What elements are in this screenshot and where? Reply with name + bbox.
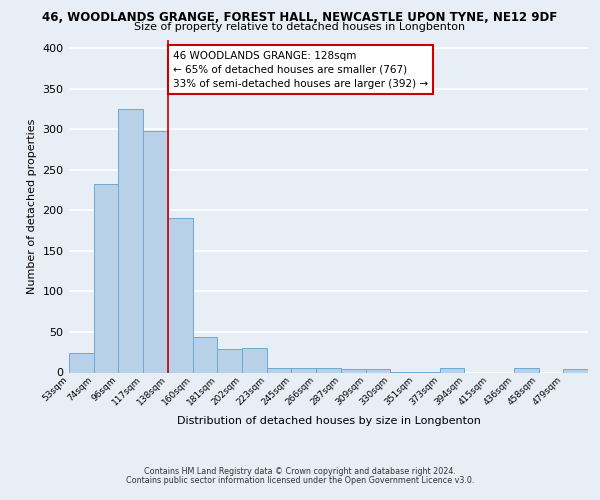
Text: Contains HM Land Registry data © Crown copyright and database right 2024.: Contains HM Land Registry data © Crown c… bbox=[144, 467, 456, 476]
Bar bbox=[168, 218, 193, 372]
Bar bbox=[94, 184, 118, 372]
Bar bbox=[267, 368, 292, 372]
Text: 46 WOODLANDS GRANGE: 128sqm
← 65% of detached houses are smaller (767)
33% of se: 46 WOODLANDS GRANGE: 128sqm ← 65% of det… bbox=[173, 50, 428, 88]
Bar bbox=[193, 337, 217, 372]
Y-axis label: Number of detached properties: Number of detached properties bbox=[27, 118, 37, 294]
Bar bbox=[217, 349, 242, 372]
Bar bbox=[69, 353, 94, 372]
Bar bbox=[341, 370, 365, 372]
Bar bbox=[242, 348, 267, 372]
X-axis label: Distribution of detached houses by size in Longbenton: Distribution of detached houses by size … bbox=[176, 416, 481, 426]
Bar bbox=[563, 370, 588, 372]
Text: 46, WOODLANDS GRANGE, FOREST HALL, NEWCASTLE UPON TYNE, NE12 9DF: 46, WOODLANDS GRANGE, FOREST HALL, NEWCA… bbox=[43, 11, 557, 24]
Bar bbox=[365, 370, 390, 372]
Bar bbox=[440, 368, 464, 372]
Text: Size of property relative to detached houses in Longbenton: Size of property relative to detached ho… bbox=[134, 22, 466, 32]
Bar bbox=[118, 109, 143, 372]
Bar bbox=[143, 131, 168, 372]
Bar bbox=[292, 368, 316, 372]
Text: Contains public sector information licensed under the Open Government Licence v3: Contains public sector information licen… bbox=[126, 476, 474, 485]
Bar bbox=[514, 368, 539, 372]
Bar bbox=[316, 368, 341, 372]
